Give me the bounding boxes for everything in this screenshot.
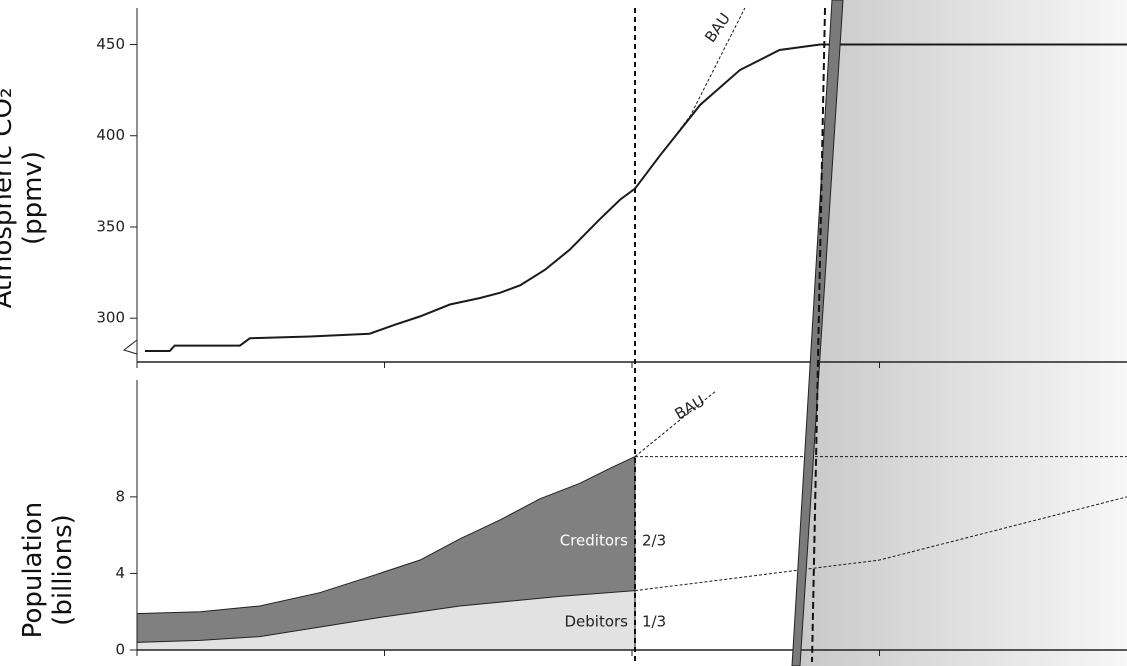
y-tick-label: 0	[115, 641, 125, 659]
y-tick-label: 300	[96, 309, 125, 327]
projection-line	[634, 391, 716, 458]
annotation: 2/3	[642, 532, 666, 550]
y-tick-label: 450	[96, 35, 125, 53]
y-tick-label: 400	[96, 126, 125, 144]
projection-line	[634, 496, 1127, 592]
annotation: Creditors	[560, 532, 628, 550]
annotation: Debitors	[564, 613, 628, 631]
y-axis-label: Population (billions)	[18, 501, 78, 639]
y-tick-label: 8	[115, 487, 125, 505]
y-tick-label: 350	[96, 217, 125, 235]
transition-band	[791, 0, 844, 666]
projection-line	[634, 7, 746, 189]
transition-line	[811, 7, 826, 663]
annotation: BAU	[701, 10, 734, 46]
data-line	[144, 43, 1127, 353]
future-shade	[796, 0, 1127, 666]
annotation: BAU	[672, 392, 708, 423]
axis-break	[122, 339, 138, 355]
plot-area: 300 350 400 450 BAU 0 4 8 BAU Creditors 2/3 Debitor…	[96, 7, 1127, 659]
annotation: 1/3	[642, 613, 666, 631]
y-tick-label: 4	[115, 564, 125, 582]
y-axis-label: Atmospheric CO₂ (ppmv)	[0, 87, 48, 309]
